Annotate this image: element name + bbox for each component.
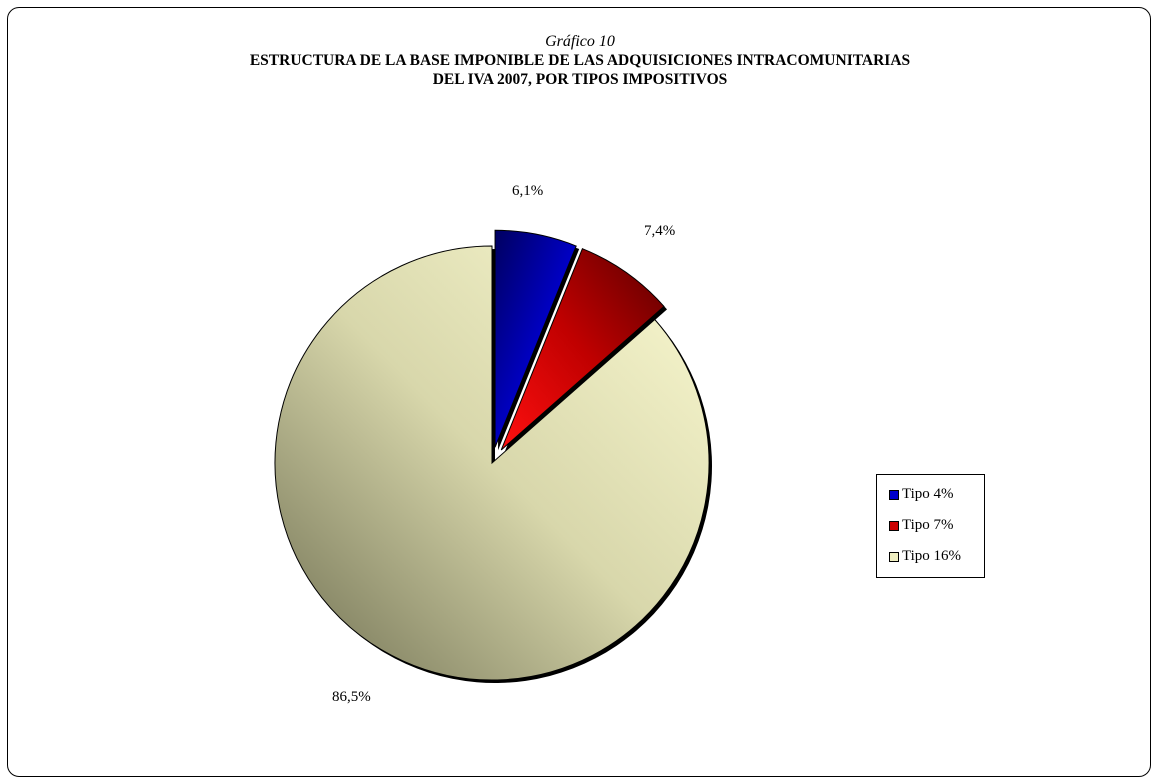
chart-title-line-2: DEL IVA 2007, POR TIPOS IMPOSITIVOS <box>432 71 728 88</box>
slice-tipo-4 <box>494 229 577 448</box>
data-label-tipo-4: 6,1% <box>512 183 543 199</box>
legend-label-tipo-4: Tipo 4% <box>902 486 954 502</box>
legend-label-tipo-7: Tipo 7% <box>902 517 954 533</box>
legend-item-tipo-16: Tipo 16% <box>877 546 984 567</box>
legend-item-tipo-4: Tipo 4% <box>877 484 984 505</box>
data-label-tipo-16: 86,5% <box>332 689 371 705</box>
data-label-tipo-7: 7,4% <box>644 223 675 239</box>
slice-tipo-16 <box>274 245 710 681</box>
slice-tipo-7 <box>500 248 665 451</box>
pie-data-labels: 6,1% 7,4% 86,5% <box>332 183 675 705</box>
legend-swatch-tipo-4 <box>889 489 899 500</box>
chart-title-line-1: ESTRUCTURA DE LA BASE IMPONIBLE DE LAS A… <box>249 52 911 69</box>
pie-slices <box>274 229 710 681</box>
chart-legend: Tipo 4% Tipo 7% Tipo 16% <box>876 474 985 578</box>
chart-titles: Gráfico 10 ESTRUCTURA DE LA BASE IMPONIB… <box>0 33 1160 89</box>
legend-swatch-tipo-16 <box>889 551 899 562</box>
legend-item-tipo-7: Tipo 7% <box>877 515 984 536</box>
legend-label-tipo-16: Tipo 16% <box>902 548 962 564</box>
chart-subtitle: Gráfico 10 <box>545 33 615 50</box>
legend-swatch-tipo-7 <box>889 520 899 531</box>
